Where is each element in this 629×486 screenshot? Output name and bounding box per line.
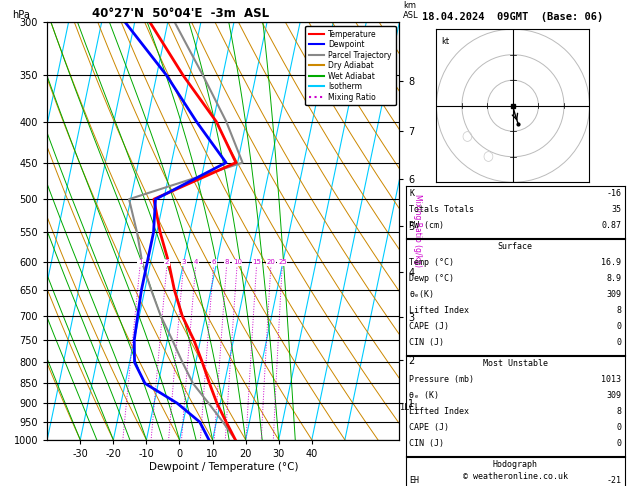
Legend: Temperature, Dewpoint, Parcel Trajectory, Dry Adiabat, Wet Adiabat, Isotherm, Mi: Temperature, Dewpoint, Parcel Trajectory… [305,26,396,105]
Text: Most Unstable: Most Unstable [482,359,548,368]
Text: Pressure (mb): Pressure (mb) [409,375,474,384]
Y-axis label: Mixing Ratio (g/kg): Mixing Ratio (g/kg) [413,194,421,267]
Text: Dewp (°C): Dewp (°C) [409,274,455,283]
Text: Lifted Index: Lifted Index [409,407,469,416]
Text: 8: 8 [616,407,621,416]
Text: ○: ○ [462,130,472,143]
Text: Totals Totals: Totals Totals [409,205,474,214]
Text: -21: -21 [606,476,621,485]
Text: CAPE (J): CAPE (J) [409,423,450,432]
Text: 1LCL: 1LCL [399,402,420,412]
Text: 0.87: 0.87 [601,221,621,230]
Text: km
ASL: km ASL [403,1,418,20]
Text: 2: 2 [165,260,169,265]
Text: 16.9: 16.9 [601,258,621,267]
Text: 18.04.2024  09GMT  (Base: 06): 18.04.2024 09GMT (Base: 06) [422,12,603,22]
Text: kt: kt [442,37,450,46]
Text: CIN (J): CIN (J) [409,439,445,448]
Text: 3: 3 [182,260,186,265]
Text: EH: EH [409,476,420,485]
Text: Lifted Index: Lifted Index [409,306,469,315]
Text: 309: 309 [606,391,621,400]
Text: Temp (°C): Temp (°C) [409,258,455,267]
X-axis label: Dewpoint / Temperature (°C): Dewpoint / Temperature (°C) [148,462,298,471]
Text: PW (cm): PW (cm) [409,221,445,230]
Text: Hodograph: Hodograph [493,460,538,469]
Text: 0: 0 [616,338,621,347]
Text: 0: 0 [616,322,621,331]
Text: θₑ(K): θₑ(K) [409,290,435,299]
Text: 4: 4 [194,260,198,265]
Text: ○: ○ [482,150,493,163]
Text: Surface: Surface [498,242,533,251]
Text: 35: 35 [611,205,621,214]
Text: CIN (J): CIN (J) [409,338,445,347]
Text: K: K [409,189,415,198]
Text: CAPE (J): CAPE (J) [409,322,450,331]
Text: © weatheronline.co.uk: © weatheronline.co.uk [464,472,568,481]
Text: hPa: hPa [12,10,30,20]
Text: 8: 8 [225,260,229,265]
Text: 20: 20 [267,260,276,265]
Text: θₑ (K): θₑ (K) [409,391,440,400]
Text: 8.9: 8.9 [606,274,621,283]
Text: 8: 8 [616,306,621,315]
Text: 1: 1 [138,260,143,265]
Text: 0: 0 [616,439,621,448]
Text: 10: 10 [233,260,242,265]
Text: 0: 0 [616,423,621,432]
Text: 1013: 1013 [601,375,621,384]
Text: 6: 6 [211,260,216,265]
Text: 25: 25 [278,260,287,265]
Text: 309: 309 [606,290,621,299]
Text: 15: 15 [252,260,261,265]
Text: 40°27'N  50°04'E  -3m  ASL: 40°27'N 50°04'E -3m ASL [92,7,270,20]
Text: -16: -16 [606,189,621,198]
